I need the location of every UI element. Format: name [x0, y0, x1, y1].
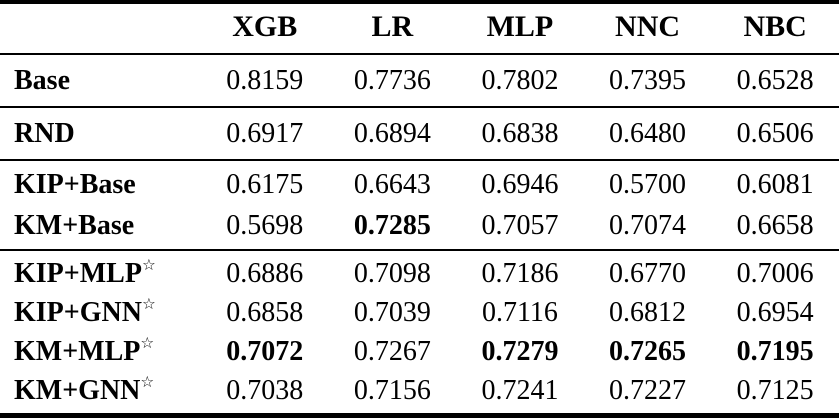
cell-value: 0.7039	[353, 297, 431, 328]
row-group-baseline: Base 0.8159 0.7736 0.7802 0.7395 0.6528	[0, 54, 839, 107]
row-group-random: RND 0.6917 0.6894 0.6838 0.6480 0.6506	[0, 107, 839, 160]
header-row: XGB LR MLP NNC NBC	[0, 2, 839, 55]
row-group-distill-base: KIP+Base 0.6175 0.6643 0.6946 0.5700 0.6081 KM…	[0, 160, 839, 250]
cell-value: 0.7116	[481, 297, 558, 328]
cell-value: 0.6946	[481, 169, 559, 200]
cell-value: 0.6838	[481, 118, 559, 149]
cell-value: 0.7195	[736, 336, 814, 367]
cell-value: 0.7038	[226, 375, 304, 406]
cell-value: 0.7098	[353, 258, 431, 289]
cell-value: 0.6506	[736, 118, 814, 149]
cell-value: 0.6175	[226, 169, 304, 200]
table-header: XGB LR MLP NNC NBC	[0, 2, 839, 55]
cell-value: 0.7006	[736, 258, 814, 289]
table-row: KIP+MLP☆ 0.6886 0.7098 0.7186 0.6770 0.7006	[0, 250, 839, 293]
cell-value: 0.7279	[481, 336, 559, 367]
cell-value: 0.7156	[353, 375, 431, 406]
star-icon: ☆	[141, 294, 156, 313]
row-label: KM+GNN☆	[14, 372, 155, 406]
table-row: KIP+GNN☆ 0.6858 0.7039 0.7116 0.6812 0.6954	[0, 293, 839, 332]
cell-value: 0.7285	[353, 210, 431, 241]
cell-value: 0.6917	[226, 118, 304, 149]
cell-value: 0.6658	[736, 210, 814, 241]
row-label: RND	[14, 118, 75, 149]
cell-value: 0.7802	[481, 65, 559, 96]
cell-value: 0.5698	[226, 210, 304, 241]
column-header-nbc: NBC	[711, 2, 839, 55]
cell-value: 0.6858	[226, 297, 304, 328]
cell-value: 0.6528	[736, 65, 814, 96]
cell-value: 0.7227	[609, 375, 687, 406]
cell-value: 0.7074	[609, 210, 687, 241]
cell-value: 0.7395	[609, 65, 687, 96]
cell-value: 0.7125	[736, 375, 814, 406]
cell-value: 0.6954	[736, 297, 814, 328]
cell-value: 0.6643	[353, 169, 431, 200]
column-header-lr: LR	[328, 2, 457, 55]
cell-value: 0.6081	[736, 169, 814, 200]
cell-value: 0.6812	[609, 297, 687, 328]
row-label: KIP+GNN☆	[14, 294, 156, 328]
cell-value: 0.7072	[226, 336, 304, 367]
row-label: Base	[14, 65, 70, 96]
row-label: KM+Base	[14, 210, 135, 241]
row-label: KM+MLP☆	[14, 333, 155, 367]
row-label: KIP+Base	[14, 169, 136, 200]
cell-value: 0.7057	[481, 210, 559, 241]
corner-cell	[0, 2, 201, 55]
cell-value: 0.8159	[226, 65, 304, 96]
column-header-mlp: MLP	[456, 2, 584, 55]
row-group-distill-star: KIP+MLP☆ 0.6886 0.7098 0.7186 0.6770 0.7006 KI…	[0, 250, 839, 416]
cell-value: 0.7265	[609, 336, 687, 367]
table-row: RND 0.6917 0.6894 0.6838 0.6480 0.6506	[0, 107, 839, 160]
column-header-xgb: XGB	[200, 2, 329, 55]
cell-value: 0.6886	[226, 258, 304, 289]
cell-value: 0.6894	[353, 118, 431, 149]
table-row: KM+Base 0.5698 0.7285 0.7057 0.7074 0.6658	[0, 205, 839, 250]
cell-value: 0.6770	[609, 258, 687, 289]
cell-value: 0.7736	[353, 65, 431, 96]
table-row: Base 0.8159 0.7736 0.7802 0.7395 0.6528	[0, 54, 839, 107]
column-header-nnc: NNC	[583, 2, 712, 55]
star-icon: ☆	[141, 255, 156, 274]
cell-value: 0.7241	[481, 375, 559, 406]
star-icon: ☆	[140, 372, 155, 391]
cell-value: 0.7186	[481, 258, 559, 289]
table-row: KM+MLP☆ 0.7072 0.7267 0.7279 0.7265 0.7195	[0, 332, 839, 371]
cell-value: 0.6480	[609, 118, 687, 149]
row-label: KIP+MLP☆	[14, 255, 156, 289]
table-row: KIP+Base 0.6175 0.6643 0.6946 0.5700 0.6081	[0, 160, 839, 205]
table-row: KM+GNN☆ 0.7038 0.7156 0.7241 0.7227 0.7125	[0, 371, 839, 416]
cell-value: 0.7267	[353, 336, 431, 367]
star-icon: ☆	[140, 333, 155, 352]
cell-value: 0.5700	[609, 169, 687, 200]
